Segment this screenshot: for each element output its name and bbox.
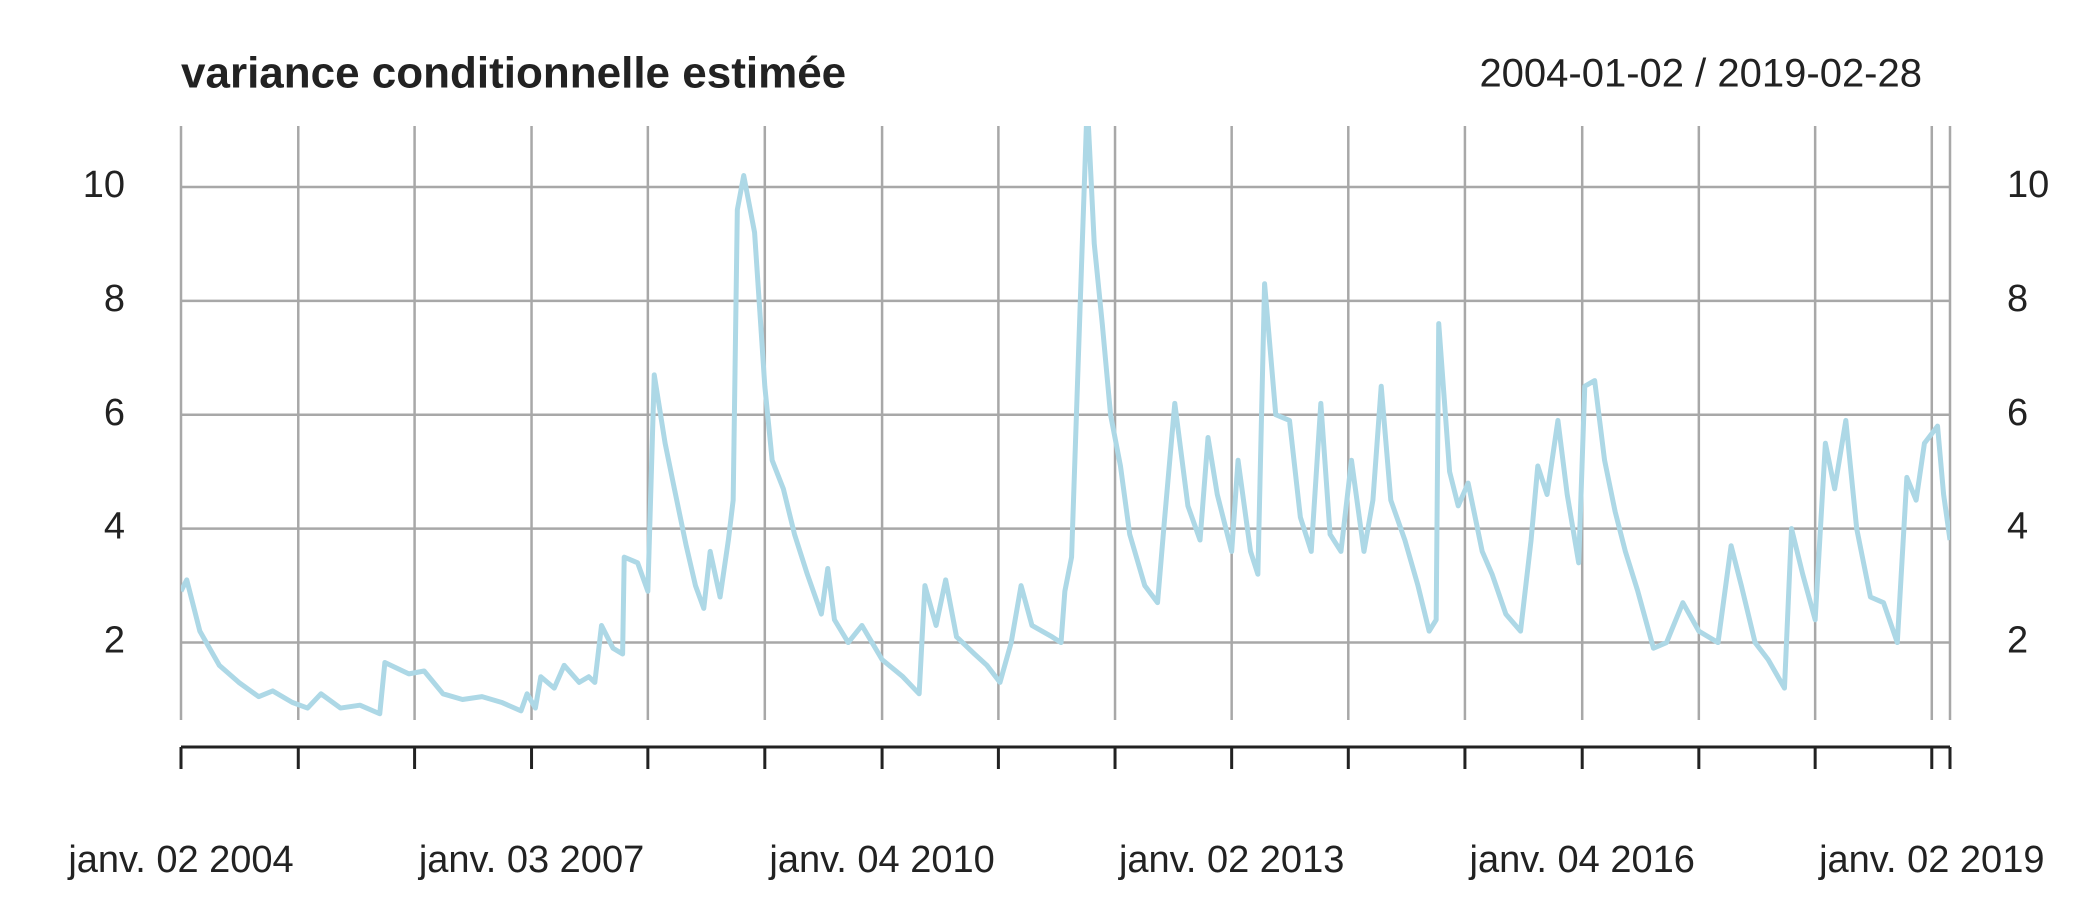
y-tick-label-right: 10 xyxy=(2007,164,2049,206)
y-tick-label: 2 xyxy=(104,620,125,662)
grid xyxy=(179,126,1952,720)
y-tick-label: 6 xyxy=(104,392,125,434)
x-tick-label: janv. 02 2004 xyxy=(67,839,293,881)
y-tick-label-right: 6 xyxy=(2007,392,2028,434)
y-tick-label-right: 4 xyxy=(2007,506,2028,548)
y-tick-label-right: 8 xyxy=(2007,278,2028,320)
y-tick-label: 8 xyxy=(104,278,125,320)
chart-title: variance conditionnelle estimée xyxy=(181,49,846,98)
x-tick-label: janv. 03 2007 xyxy=(418,839,644,881)
y-tick-label: 4 xyxy=(104,506,125,548)
y-tick-label-right: 2 xyxy=(2007,620,2028,662)
x-tick-label: janv. 04 2016 xyxy=(1469,839,1695,881)
x-tick-label: janv. 04 2010 xyxy=(768,839,994,881)
x-tick-label: janv. 02 2019 xyxy=(1818,839,2044,881)
series-line xyxy=(181,126,1950,717)
x-tick-label: janv. 02 2013 xyxy=(1118,839,1344,881)
axes: 2 2 4 4 6 6 8 8 10 10 janv. 02 2004 janv. 03 2007 ja… xyxy=(67,164,2049,881)
y-tick-label: 10 xyxy=(83,164,125,206)
date-range: 2004-01-02 / 2019-02-28 xyxy=(1479,52,1922,96)
plot-area xyxy=(181,126,1950,717)
